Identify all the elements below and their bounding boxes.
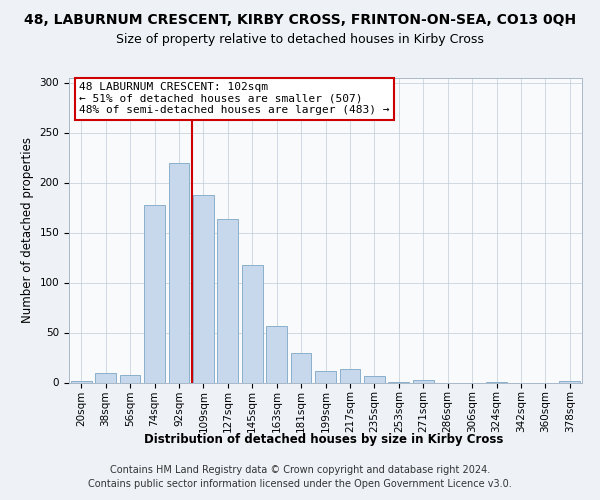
Bar	[217, 218, 238, 382]
Bar	[266, 326, 287, 382]
Bar	[413, 380, 434, 382]
Text: Distribution of detached houses by size in Kirby Cross: Distribution of detached houses by size …	[145, 432, 503, 446]
Text: Contains public sector information licensed under the Open Government Licence v3: Contains public sector information licen…	[88, 479, 512, 489]
Y-axis label: Number of detached properties: Number of detached properties	[21, 137, 34, 323]
Text: Contains HM Land Registry data © Crown copyright and database right 2024.: Contains HM Land Registry data © Crown c…	[110, 465, 490, 475]
Bar	[559, 380, 580, 382]
Bar	[119, 374, 140, 382]
Text: 48, LABURNUM CRESCENT, KIRBY CROSS, FRINTON-ON-SEA, CO13 0QH: 48, LABURNUM CRESCENT, KIRBY CROSS, FRIN…	[24, 12, 576, 26]
Bar	[95, 372, 116, 382]
Bar	[340, 368, 361, 382]
Text: Size of property relative to detached houses in Kirby Cross: Size of property relative to detached ho…	[116, 32, 484, 46]
Text: 48 LABURNUM CRESCENT: 102sqm
← 51% of detached houses are smaller (507)
48% of s: 48 LABURNUM CRESCENT: 102sqm ← 51% of de…	[79, 82, 390, 116]
Bar	[144, 204, 165, 382]
Bar	[71, 380, 92, 382]
Bar	[290, 352, 311, 382]
Bar	[193, 194, 214, 382]
Bar	[364, 376, 385, 382]
Bar	[242, 264, 263, 382]
Bar	[169, 162, 190, 382]
Bar	[315, 370, 336, 382]
